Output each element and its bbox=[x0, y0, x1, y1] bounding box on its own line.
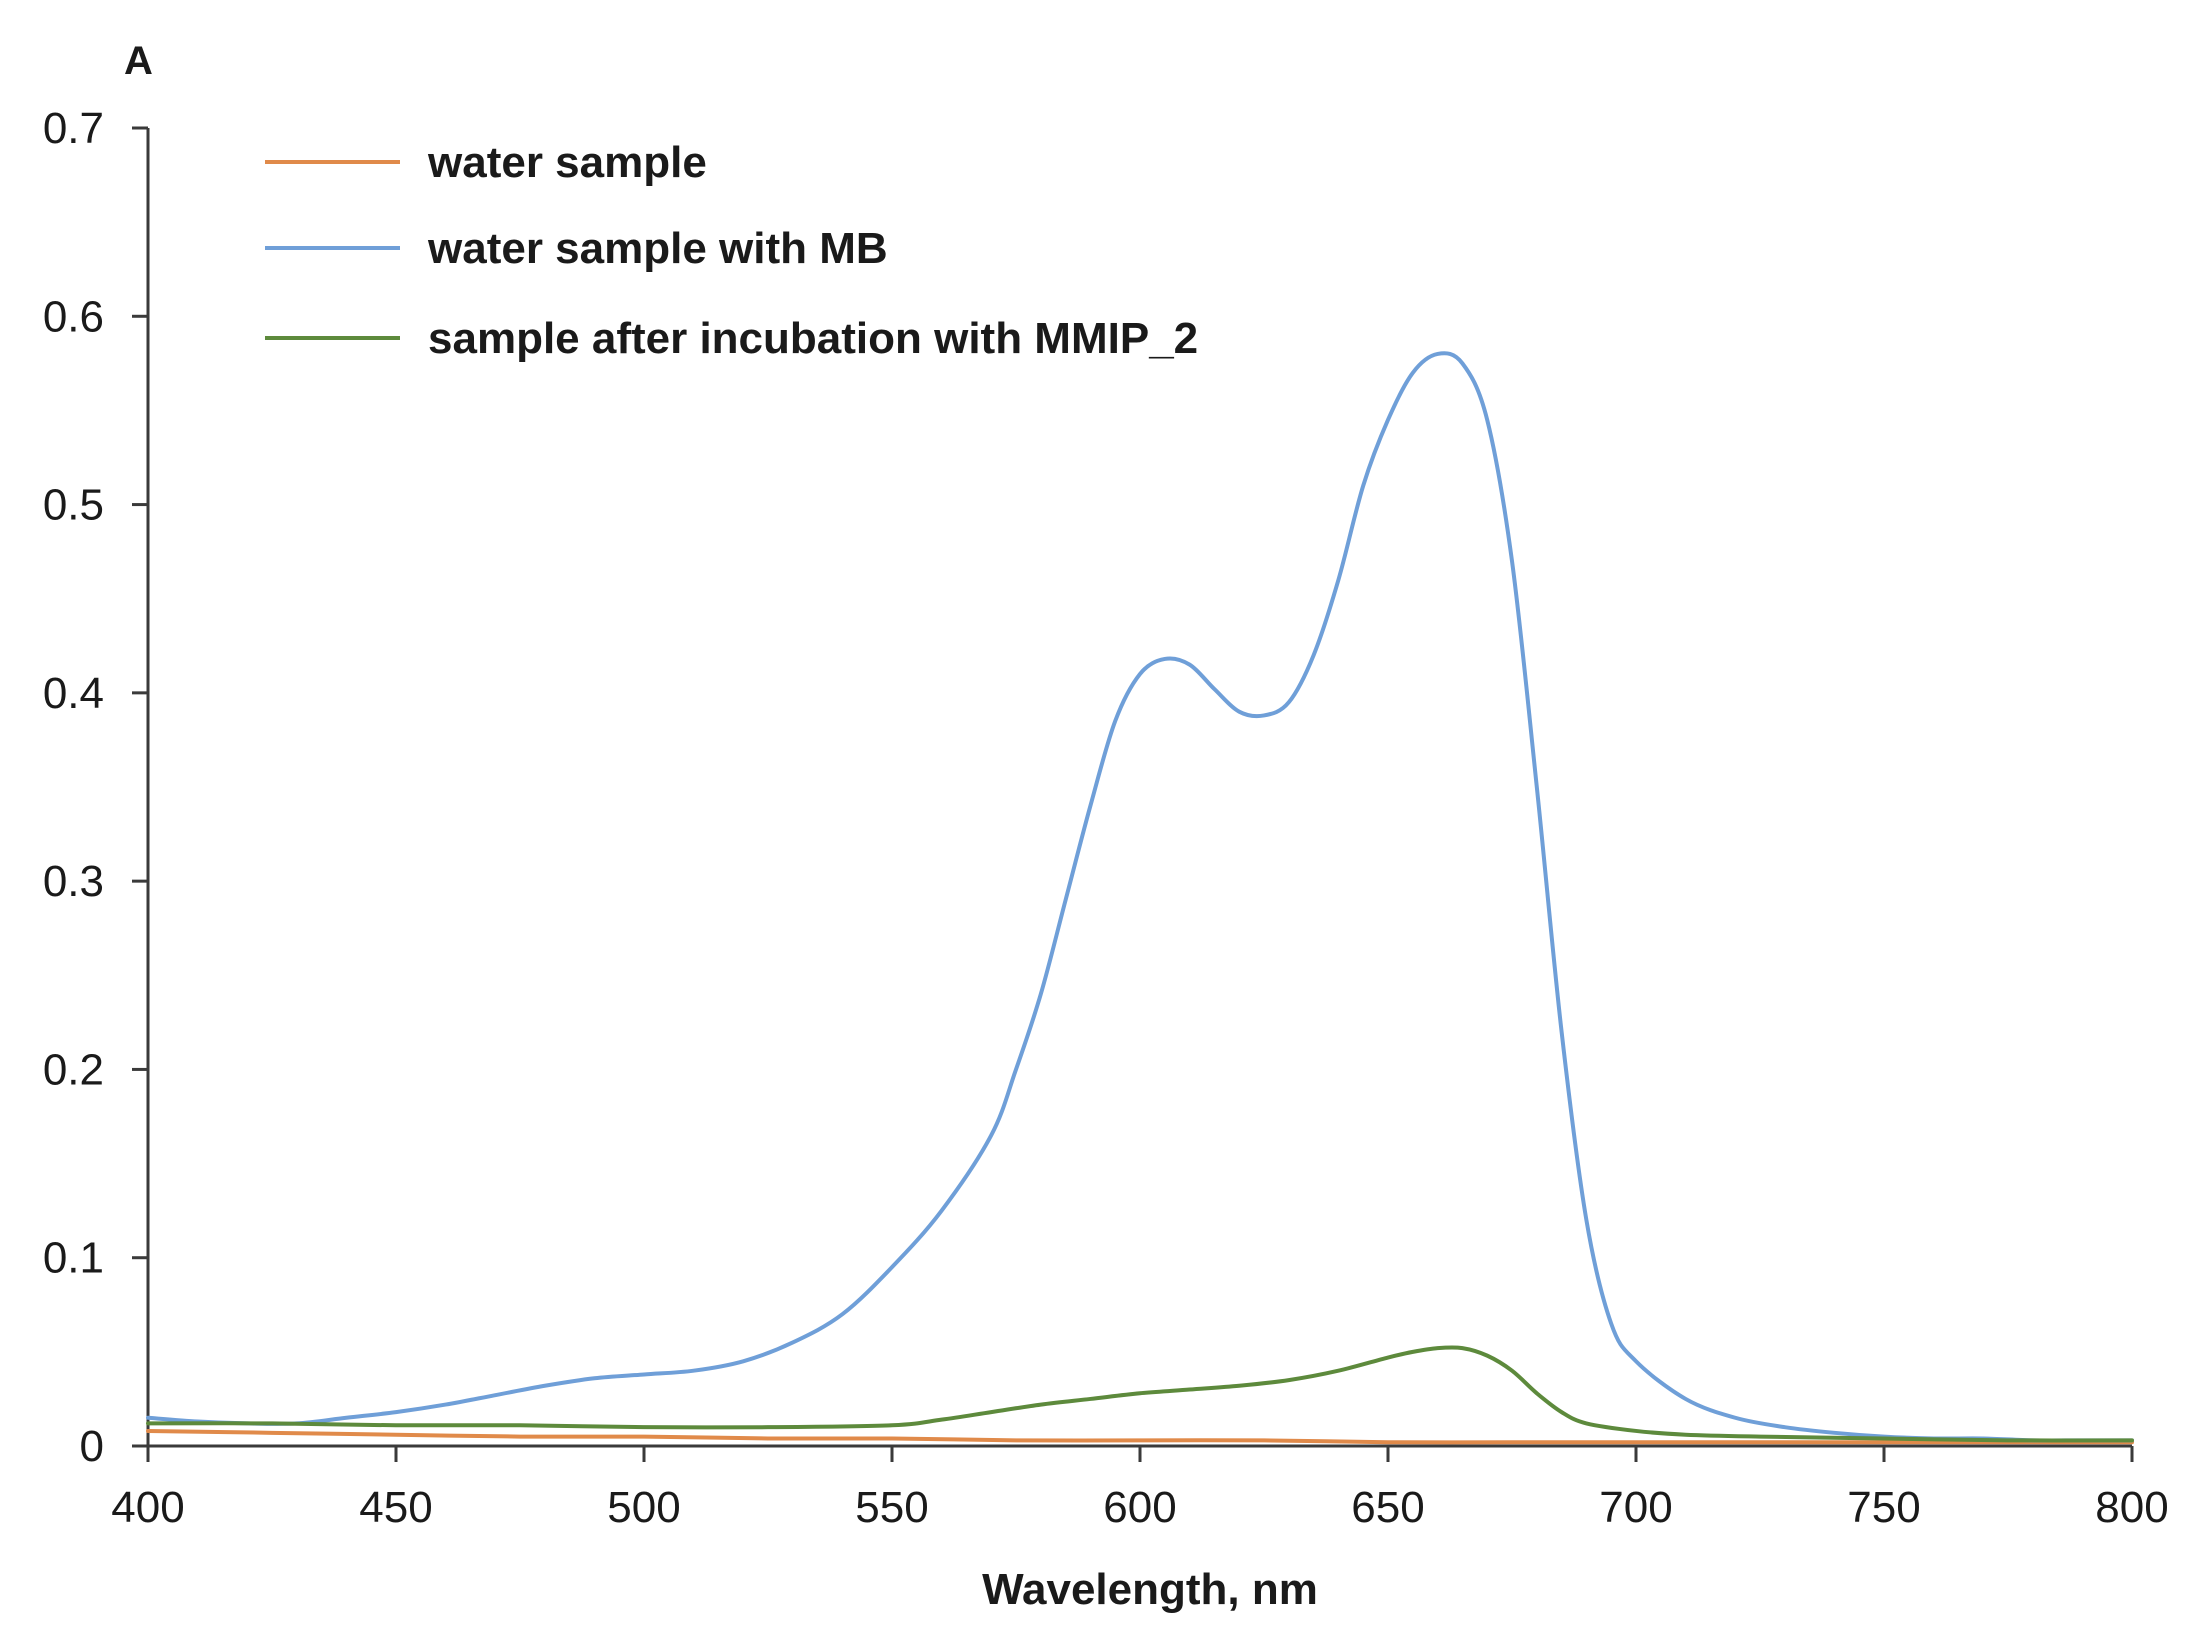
x-tick-label: 700 bbox=[1599, 1483, 1672, 1532]
y-tick-label: 0.5 bbox=[43, 481, 104, 530]
legend-label-2: water sample with MB bbox=[427, 224, 888, 273]
x-tick-label: 650 bbox=[1351, 1483, 1424, 1532]
series-line-1 bbox=[146, 1428, 2134, 1445]
y-tick-label: 0.2 bbox=[43, 1045, 104, 1094]
series-lines bbox=[146, 351, 2134, 1445]
x-tick-label: 450 bbox=[359, 1483, 432, 1532]
series-line-3 bbox=[146, 1345, 2134, 1443]
legend-label-1: water sample bbox=[427, 138, 707, 187]
legend: water sample water sample with MB sample a… bbox=[265, 138, 1198, 363]
y-tick-label: 0.1 bbox=[43, 1234, 104, 1283]
y-axis-ticks: 0 0.1 0.2 0.3 0.4 0.5 0.6 0.7 bbox=[43, 104, 148, 1471]
y-tick-label: 0 bbox=[80, 1422, 104, 1471]
x-tick-label: 400 bbox=[111, 1483, 184, 1532]
x-axis-ticks: 400 450 500 550 600 650 700 750 800 bbox=[111, 1446, 2169, 1532]
legend-label-3: sample after incubation with MMIP_2 bbox=[428, 314, 1198, 363]
x-tick-label: 550 bbox=[855, 1483, 928, 1532]
x-tick-label: 800 bbox=[2095, 1483, 2168, 1532]
y-tick-label: 0.7 bbox=[43, 104, 104, 153]
x-tick-label: 600 bbox=[1103, 1483, 1176, 1532]
x-axis-title: Wavelength, nm bbox=[982, 1565, 1318, 1614]
x-tick-label: 500 bbox=[607, 1483, 680, 1532]
series-line-2 bbox=[146, 351, 2134, 1443]
y-tick-label: 0.3 bbox=[43, 857, 104, 906]
panel-label: A bbox=[124, 39, 153, 83]
x-tick-label: 750 bbox=[1847, 1483, 1920, 1532]
y-tick-label: 0.4 bbox=[43, 669, 104, 718]
y-tick-label: 0.6 bbox=[43, 292, 104, 341]
